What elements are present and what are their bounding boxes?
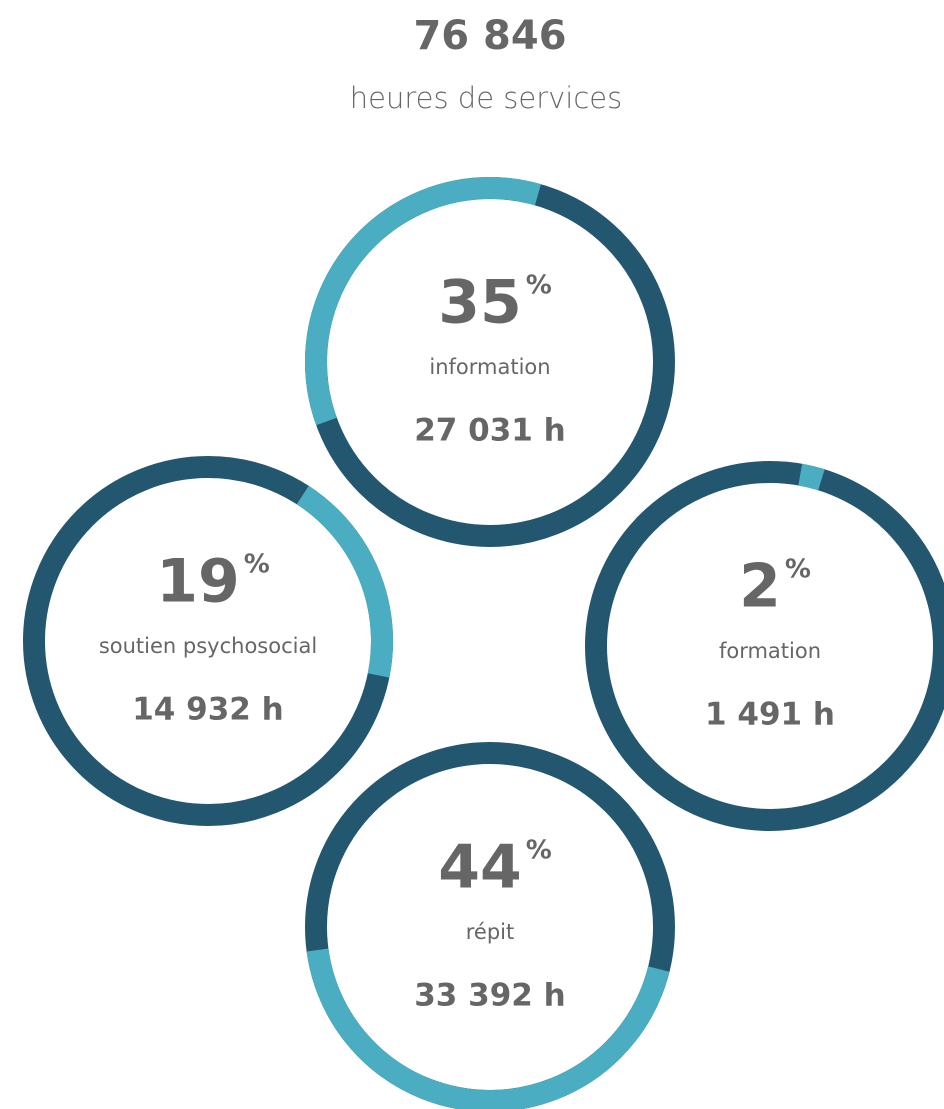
category-label: formation: [719, 639, 821, 663]
percent-unit: %: [526, 271, 552, 301]
percent-value: 2: [739, 552, 781, 622]
total-label: heures de services: [350, 81, 623, 115]
category-label: information: [429, 355, 550, 379]
percent-value: 35: [438, 268, 522, 338]
total-hours: 76 846: [413, 13, 566, 59]
hours-value: 14 932 h: [132, 692, 284, 728]
percent-unit: %: [244, 550, 270, 580]
category-label: répit: [466, 920, 515, 944]
ring-arc: [306, 948, 670, 1109]
ring-arc: [798, 463, 825, 491]
hours-value: 1 491 h: [705, 697, 835, 733]
percent-value: 19: [156, 547, 240, 617]
hours-value: 27 031 h: [414, 413, 566, 449]
percent-value: 44: [438, 833, 522, 903]
category-label: soutien psychosocial: [99, 634, 317, 658]
ring-arc: [296, 485, 393, 678]
hours-value: 33 392 h: [414, 978, 566, 1014]
ring-arc: [305, 177, 541, 426]
percent-unit: %: [526, 836, 552, 866]
ring-track: [585, 461, 944, 831]
percent-unit: %: [785, 555, 811, 585]
